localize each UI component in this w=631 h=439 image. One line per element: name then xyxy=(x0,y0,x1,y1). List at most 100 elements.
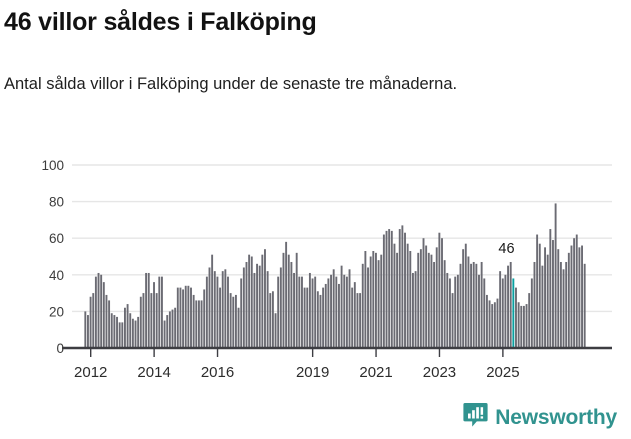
bar xyxy=(583,263,586,348)
bar xyxy=(369,256,372,348)
newsworthy-logo[interactable]: Newsworthy xyxy=(463,402,617,433)
bar xyxy=(375,252,377,348)
bar xyxy=(285,241,288,348)
bar xyxy=(515,287,517,348)
bar xyxy=(134,320,137,348)
bar xyxy=(158,276,161,348)
bar xyxy=(464,243,467,348)
bar xyxy=(89,296,92,348)
x-tick-label: 2019 xyxy=(296,364,329,381)
bar xyxy=(467,256,470,348)
bar xyxy=(493,302,496,348)
bar xyxy=(298,276,301,348)
chart-footer: Newsworthy xyxy=(0,398,631,439)
bar xyxy=(367,267,369,348)
bar xyxy=(348,269,351,348)
bar xyxy=(544,247,546,348)
bar xyxy=(390,230,393,348)
bar xyxy=(456,274,459,348)
bar xyxy=(216,276,219,348)
bar xyxy=(509,261,512,348)
bar xyxy=(171,309,174,348)
y-tick-label: 60 xyxy=(49,231,64,246)
bar xyxy=(168,311,171,348)
bar xyxy=(311,278,314,348)
bar xyxy=(427,252,430,348)
bar xyxy=(237,307,240,348)
bar xyxy=(559,261,562,348)
bar xyxy=(478,274,480,348)
bar xyxy=(396,252,399,348)
bar xyxy=(499,271,502,348)
bar xyxy=(528,293,531,348)
bar xyxy=(533,261,536,348)
bar xyxy=(137,316,140,348)
bar xyxy=(581,245,583,348)
y-tick-label: 0 xyxy=(56,341,64,356)
bar xyxy=(480,261,483,348)
chart-svg: 0 20 40 60 80 100 2012 2014 2016 2019 2021 2023 202… xyxy=(41,158,612,381)
bar xyxy=(176,287,179,348)
bar xyxy=(264,249,266,348)
x-tick-label: 2023 xyxy=(423,364,456,381)
bar xyxy=(433,261,436,348)
bar xyxy=(197,300,200,348)
bar xyxy=(448,278,451,348)
x-tick-label: 2014 xyxy=(137,364,170,381)
bar-chart: 0 20 40 60 80 100 2012 2014 2016 2019 2021 2023 202… xyxy=(0,150,631,395)
bar xyxy=(411,272,414,348)
bar xyxy=(546,254,549,348)
bar xyxy=(501,278,504,348)
bar xyxy=(573,238,576,348)
bar xyxy=(250,256,253,348)
bar xyxy=(435,247,438,348)
bar xyxy=(565,261,568,348)
bar xyxy=(496,298,499,348)
bar xyxy=(446,272,449,348)
bar xyxy=(145,272,148,348)
bar xyxy=(274,313,277,348)
bar xyxy=(340,265,343,348)
bar xyxy=(343,274,346,348)
bar xyxy=(522,305,525,348)
bar xyxy=(578,247,581,348)
bar xyxy=(269,293,272,348)
chart-baseline xyxy=(62,346,612,357)
bar xyxy=(404,232,406,348)
bar xyxy=(319,294,322,348)
bar xyxy=(308,272,311,348)
bar xyxy=(92,293,95,348)
bar xyxy=(129,313,132,348)
bar xyxy=(279,267,282,348)
bar xyxy=(356,293,359,348)
bar xyxy=(100,274,103,348)
bar xyxy=(97,272,100,348)
x-tick-label: 2012 xyxy=(74,364,107,381)
bar xyxy=(470,263,473,348)
chart-x-axis-labels: 2012 2014 2016 2019 2021 2023 2025 xyxy=(74,364,520,381)
bar xyxy=(121,322,124,348)
bar xyxy=(488,300,491,348)
chart-y-axis-labels: 0 20 40 60 80 100 xyxy=(41,158,64,356)
highlight-value-label: 46 xyxy=(498,241,514,257)
bar xyxy=(351,287,354,348)
bar xyxy=(277,276,280,348)
bar xyxy=(335,276,338,348)
bar xyxy=(190,287,192,348)
bar xyxy=(221,271,224,348)
bar xyxy=(549,229,552,348)
bar xyxy=(441,238,443,348)
bar-highlighted xyxy=(512,278,515,348)
bar xyxy=(322,287,325,348)
bar xyxy=(126,304,129,348)
bar xyxy=(301,276,303,348)
chart-bars xyxy=(84,203,586,348)
bar xyxy=(153,282,155,348)
bar xyxy=(401,225,404,348)
bar xyxy=(398,229,401,348)
bar xyxy=(105,294,108,348)
bar xyxy=(205,276,208,348)
bar xyxy=(240,278,243,348)
bar xyxy=(150,293,153,348)
bar xyxy=(406,243,409,348)
